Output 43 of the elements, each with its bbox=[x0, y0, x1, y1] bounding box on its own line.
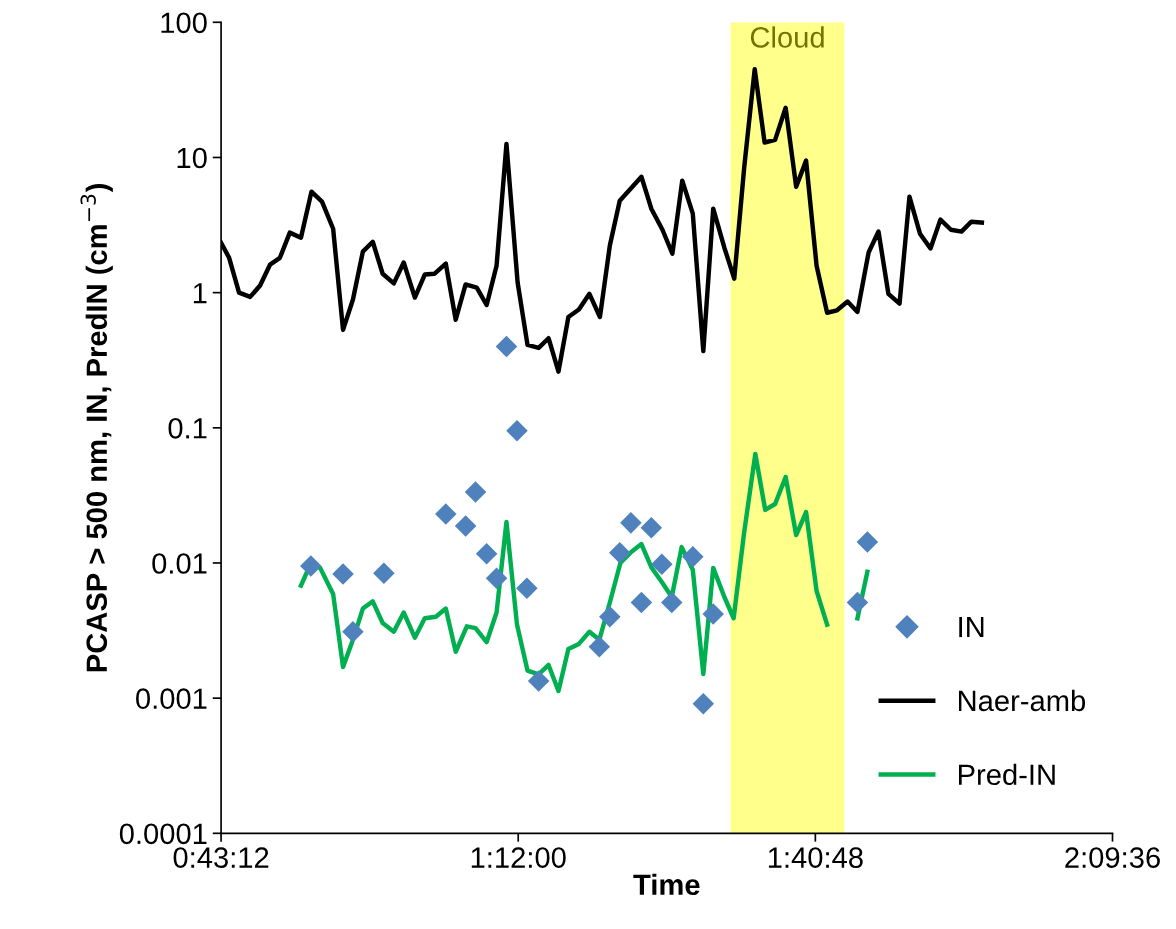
point bbox=[485, 567, 508, 590]
point bbox=[599, 606, 621, 628]
point bbox=[692, 692, 715, 715]
point bbox=[660, 591, 683, 614]
point bbox=[342, 620, 364, 643]
x-axis-title: Time bbox=[633, 873, 700, 896]
point bbox=[300, 555, 322, 577]
point bbox=[640, 517, 663, 539]
point bbox=[373, 562, 395, 584]
point bbox=[506, 420, 528, 442]
y-tick-label: 0.001 bbox=[136, 688, 207, 709]
point bbox=[856, 531, 879, 553]
point bbox=[702, 603, 724, 625]
legend-label: IN bbox=[959, 617, 984, 638]
x-tick-label: 1:40:48 bbox=[768, 847, 863, 868]
point bbox=[846, 591, 869, 614]
x-tick-label: 2:09:36 bbox=[1065, 847, 1160, 868]
point bbox=[527, 670, 550, 692]
y-tick-label: 1 bbox=[193, 283, 207, 304]
point bbox=[651, 553, 673, 575]
point bbox=[332, 563, 354, 585]
y-tick-label: 0.1 bbox=[168, 418, 207, 439]
point bbox=[475, 543, 498, 565]
point bbox=[620, 512, 642, 534]
x-tick-label: 1:12:00 bbox=[471, 847, 566, 868]
y-tick-label: 0.0001 bbox=[119, 823, 207, 845]
y-tick-label: 10 bbox=[177, 147, 207, 169]
point bbox=[464, 481, 487, 503]
point bbox=[454, 515, 477, 537]
y-axis-title: PCASP > 500 nm, IN, PredIN (cm$^{−3}$) bbox=[80, 184, 113, 672]
point bbox=[516, 577, 538, 600]
x-tick-label: 0:43:12 bbox=[173, 847, 269, 868]
y-tick-label: 100 bbox=[161, 12, 207, 34]
point bbox=[682, 546, 704, 568]
legend-label: Naer-amb bbox=[958, 689, 1086, 712]
legend-label: Pred-IN bbox=[958, 763, 1055, 786]
point bbox=[495, 335, 518, 358]
band-label: Cloud bbox=[750, 26, 824, 48]
point bbox=[630, 591, 653, 614]
point bbox=[588, 635, 611, 658]
y-tick-label: 0.01 bbox=[152, 553, 207, 574]
point bbox=[608, 542, 631, 564]
point bbox=[435, 503, 457, 525]
